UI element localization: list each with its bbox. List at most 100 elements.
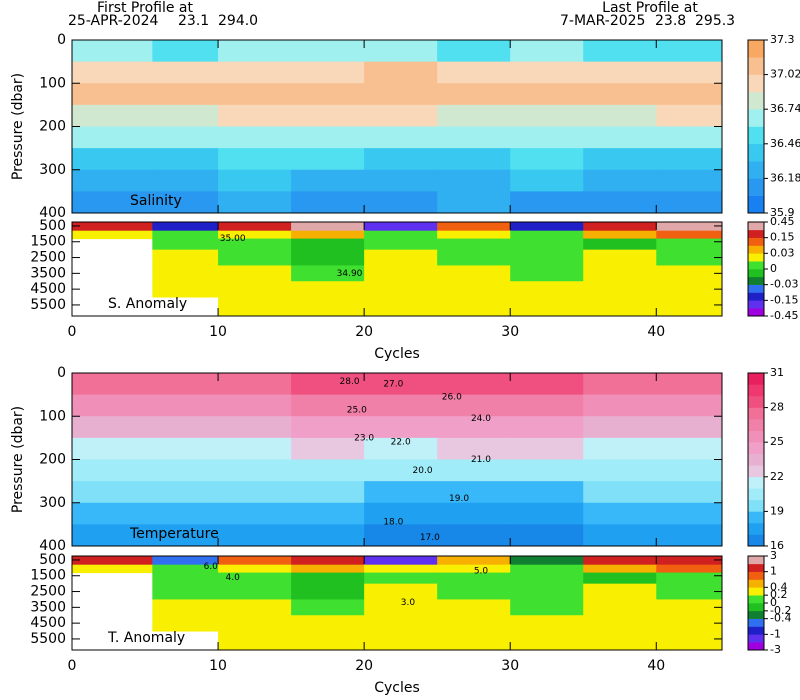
heat-cell	[656, 394, 723, 417]
heat-cell	[656, 249, 723, 266]
heat-cell	[218, 126, 292, 149]
colorbar-swatch	[748, 308, 764, 317]
heat-cell	[656, 556, 723, 566]
heat-cell	[437, 459, 511, 482]
colorbar-label: 3	[770, 549, 777, 562]
heat-cell	[583, 281, 657, 298]
x-tick-label: 30	[501, 324, 519, 340]
colorbar-swatch	[748, 626, 764, 635]
heat-cell	[510, 83, 584, 106]
heat-cell	[152, 615, 219, 632]
colorbar-swatch	[748, 511, 764, 524]
heat-cell	[583, 556, 657, 566]
colorbar-swatch	[748, 610, 764, 619]
heat-cell	[583, 631, 657, 651]
heat-cell	[583, 373, 657, 396]
heat-cell	[72, 481, 153, 504]
heat-cell	[583, 61, 657, 84]
heat-cell	[72, 61, 153, 84]
heat-cell	[364, 373, 438, 396]
heat-cell	[656, 416, 723, 439]
colorbar-swatch	[748, 126, 764, 145]
heat-cell	[510, 126, 584, 149]
colorbar-swatch	[748, 488, 764, 501]
colorbar-swatch	[748, 229, 764, 238]
heat-cell	[152, 222, 219, 232]
heat-cell	[437, 437, 511, 460]
y-tick-label: 4500	[30, 615, 66, 631]
heat-cell	[437, 572, 511, 585]
colorbar-label: 31	[770, 366, 784, 379]
heat-cell	[656, 502, 723, 525]
heat-cell	[583, 238, 657, 251]
colorbar-label: -0.2	[770, 604, 791, 617]
heat-cell	[583, 40, 657, 63]
heat-cell	[72, 222, 153, 232]
y-tick-label: 5500	[30, 297, 66, 313]
heat-cell	[510, 394, 584, 417]
heat-cell	[291, 61, 365, 84]
heat-cell	[437, 230, 511, 240]
contour-label: 27.0	[383, 379, 403, 389]
heat-cell	[152, 373, 219, 396]
contour-label: 4.0	[226, 573, 241, 583]
heat-cell	[291, 481, 365, 504]
heat-cell	[364, 148, 438, 171]
heat-cell	[437, 373, 511, 396]
heat-cell	[583, 230, 657, 240]
heat-cell	[291, 238, 365, 251]
heat-cell	[152, 394, 219, 417]
colorbar-frame	[747, 39, 765, 214]
heat-cell	[291, 249, 365, 266]
heat-cell	[583, 481, 657, 504]
heat-cell	[583, 297, 657, 317]
heat-cell	[583, 394, 657, 417]
heat-cell	[152, 191, 219, 214]
heat-cell	[218, 631, 292, 651]
first-lat: 23.1	[178, 13, 209, 29]
heat-cell	[656, 583, 723, 600]
colorbar-label: 35.9	[770, 206, 795, 219]
colorbar-swatch	[748, 618, 764, 627]
heat-cell	[72, 524, 153, 547]
y-tick-label: 100	[39, 408, 66, 424]
colorbar-label: 25	[770, 435, 784, 448]
heat-cell	[152, 83, 219, 106]
heat-cell	[510, 599, 584, 616]
heat-cell	[656, 238, 723, 251]
colorbar-swatch	[748, 407, 764, 420]
x-tick-label: 40	[647, 324, 665, 340]
colorbar-swatch	[748, 453, 764, 466]
last-lat: 23.8	[655, 13, 686, 29]
colorbar-swatch	[748, 476, 764, 489]
heat-cell	[291, 148, 365, 171]
colorbar-label: 19	[770, 504, 784, 517]
colorbar-swatch	[748, 253, 764, 262]
heat-cell	[437, 481, 511, 504]
colorbar-swatch	[748, 465, 764, 478]
heat-cell	[218, 230, 292, 240]
colorbar-swatch	[748, 300, 764, 309]
heat-cell	[437, 249, 511, 266]
colorbar-label: 22	[770, 470, 784, 483]
heat-cell	[510, 556, 584, 566]
heat-cell	[72, 556, 153, 566]
heat-cell	[291, 599, 365, 616]
heat-cell	[656, 104, 723, 127]
heat-cell	[437, 524, 511, 547]
colorbar-swatch	[748, 237, 764, 246]
heat-cell	[510, 265, 584, 282]
heat-cell	[291, 556, 365, 566]
colorbar-label: 16	[770, 539, 784, 552]
heat-cell	[152, 126, 219, 149]
panel-label: T. Anomaly	[107, 630, 185, 646]
heat-cell	[218, 564, 292, 574]
y-tick-label: 2500	[30, 250, 66, 266]
heat-cell	[291, 191, 365, 214]
heat-cell	[364, 126, 438, 149]
heat-cell	[364, 249, 438, 266]
colorbar-label: 0.2	[770, 588, 788, 601]
heat-cell	[510, 572, 584, 585]
heat-cell	[437, 169, 511, 192]
heat-cell	[218, 148, 292, 171]
